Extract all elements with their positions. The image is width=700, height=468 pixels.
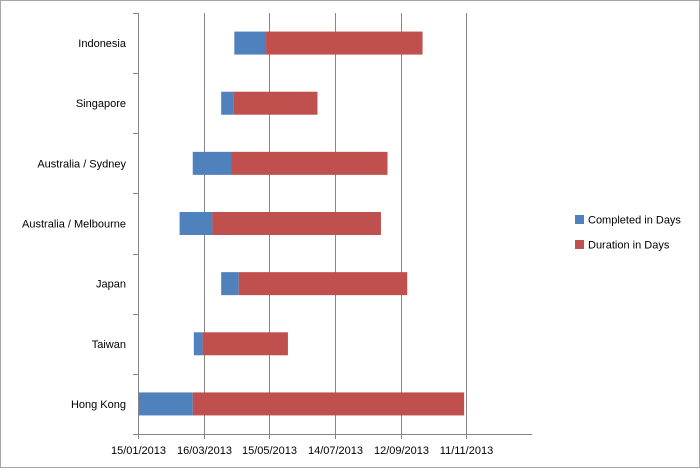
duration-bar-5 [202, 332, 288, 356]
x-tick-label: 15/05/2013 [242, 445, 297, 457]
category-label: Hong Kong [71, 399, 126, 411]
legend-label-0: Completed in Days [588, 215, 681, 227]
category-label: Australia / Sydney [37, 158, 126, 170]
category-label: Australia / Melbourne [22, 219, 126, 231]
duration-bar-1 [233, 91, 318, 115]
x-tick-label: 12/09/2013 [374, 445, 429, 457]
legend-label-1: Duration in Days [588, 240, 670, 252]
x-tick-label: 14/07/2013 [308, 445, 363, 457]
x-tick-label: 15/01/2013 [111, 445, 166, 457]
legend-swatch-1 [575, 240, 584, 249]
legend-swatch-0 [575, 215, 584, 224]
completed-bar-5 [193, 332, 203, 356]
category-labels: Indonesia Singapore Australia / Sydney Aust… [22, 38, 127, 411]
category-label: Singapore [76, 98, 126, 110]
category-label: Indonesia [78, 38, 127, 50]
completed-bar-1 [221, 91, 234, 115]
completed-bar-2 [192, 151, 232, 175]
duration-bar-0 [266, 31, 423, 55]
category-label: Taiwan [92, 339, 126, 351]
x-tick-label: 16/03/2013 [177, 445, 232, 457]
duration-bar-6 [192, 392, 465, 416]
duration-bar-2 [231, 151, 388, 175]
x-tick-label: 11/11/2013 [440, 445, 493, 457]
category-label: Japan [96, 279, 126, 291]
legend: Completed in Days Duration in Days [575, 215, 681, 252]
completed-bar-4 [221, 272, 239, 296]
completed-bar-3 [179, 212, 213, 235]
duration-bar-3 [212, 212, 381, 235]
completed-bar-6 [138, 392, 193, 416]
duration-bar-4 [238, 272, 408, 296]
bars [138, 31, 465, 416]
axes [133, 13, 532, 439]
x-tick-labels: 15/01/2013 16/03/2013 15/05/2013 14/07/2013… [111, 445, 493, 457]
completed-bar-0 [234, 31, 267, 55]
